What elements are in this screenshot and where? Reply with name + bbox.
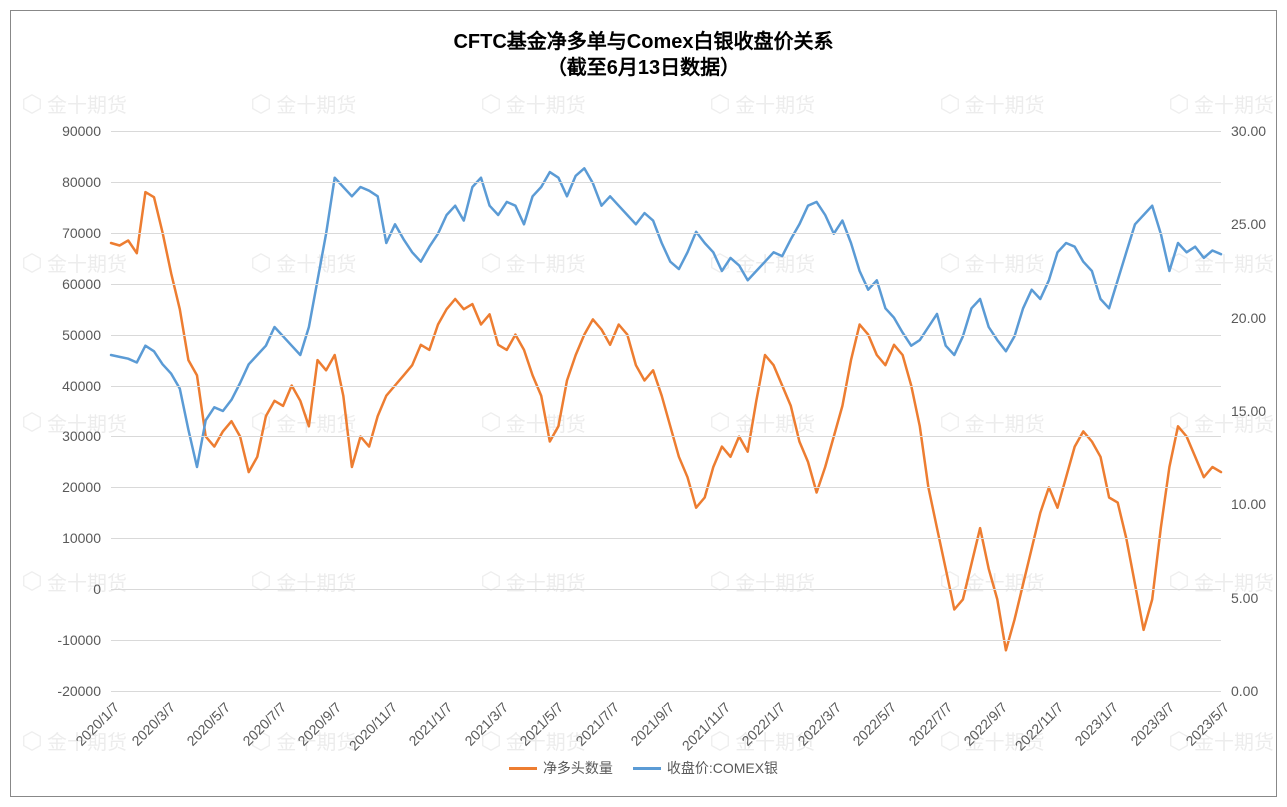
- y-left-tick-label: 10000: [41, 530, 101, 546]
- y-left-tick-label: -10000: [41, 632, 101, 648]
- legend-item-net-long: 净多头数量: [509, 758, 613, 778]
- y-right-tick-label: 15.00: [1231, 403, 1287, 419]
- x-tick-label: 2021/1/7: [405, 699, 455, 749]
- y-right-tick-label: 25.00: [1231, 216, 1287, 232]
- grid-line: [111, 691, 1221, 692]
- grid-line: [111, 335, 1221, 336]
- x-tick-label: 2023/1/7: [1071, 699, 1121, 749]
- grid-line: [111, 284, 1221, 285]
- x-tick-label: 2020/3/7: [128, 699, 178, 749]
- watermark: 金十期货: [21, 89, 127, 118]
- grid-line: [111, 233, 1221, 234]
- plot-area: -20000-100000100002000030000400005000060…: [111, 131, 1221, 691]
- x-tick-label: 2022/11/7: [1011, 699, 1066, 754]
- x-tick-label: 2022/5/7: [849, 699, 899, 749]
- line-series-svg: [111, 131, 1221, 691]
- legend-label-net-long: 净多头数量: [543, 758, 613, 778]
- watermark: 金十期货: [250, 89, 356, 118]
- x-tick-label: 2021/7/7: [572, 699, 622, 749]
- y-left-tick-label: 60000: [41, 276, 101, 292]
- x-tick-label: 2020/7/7: [239, 699, 289, 749]
- watermark: 金十期货: [480, 89, 586, 118]
- watermark: 金十期货: [21, 726, 127, 755]
- grid-line: [111, 589, 1221, 590]
- y-right-tick-label: 10.00: [1231, 496, 1287, 512]
- title-line-1: CFTC基金净多单与Comex白银收盘价关系: [11, 29, 1276, 55]
- x-tick-label: 2021/3/7: [461, 699, 511, 749]
- x-tick-label: 2020/11/7: [345, 699, 400, 754]
- y-left-tick-label: 80000: [41, 174, 101, 190]
- grid-line: [111, 538, 1221, 539]
- x-tick-label: 2020/5/7: [183, 699, 233, 749]
- x-tick-label: 2020/9/7: [294, 699, 344, 749]
- y-right-tick-label: 5.00: [1231, 590, 1287, 606]
- x-tick-label: 2023/3/7: [1127, 699, 1177, 749]
- grid-line: [111, 640, 1221, 641]
- watermark: 金十期货: [1168, 726, 1274, 755]
- x-tick-label: 2021/9/7: [627, 699, 677, 749]
- y-left-tick-label: -20000: [41, 683, 101, 699]
- y-right-tick-label: 30.00: [1231, 123, 1287, 139]
- y-right-tick-label: 0.00: [1231, 683, 1287, 699]
- title-line-2: （截至6月13日数据）: [11, 55, 1276, 81]
- legend: 净多头数量 收盘价:COMEX银: [11, 757, 1276, 779]
- y-right-tick-label: 20.00: [1231, 310, 1287, 326]
- y-left-tick-label: 30000: [41, 428, 101, 444]
- y-left-tick-label: 50000: [41, 327, 101, 343]
- y-left-tick-label: 20000: [41, 479, 101, 495]
- legend-label-close-price: 收盘价:COMEX银: [667, 758, 778, 778]
- x-tick-label: 2022/1/7: [738, 699, 788, 749]
- watermark: 金十期货: [709, 89, 815, 118]
- y-left-tick-label: 40000: [41, 378, 101, 394]
- grid-line: [111, 436, 1221, 437]
- x-tick-label: 2020/1/7: [72, 699, 122, 749]
- x-tick-label: 2022/7/7: [905, 699, 955, 749]
- watermark: 金十期货: [1168, 89, 1274, 118]
- x-tick-label: 2022/9/7: [960, 699, 1010, 749]
- x-tick-label: 2021/5/7: [516, 699, 566, 749]
- x-tick-label: 2023/5/7: [1182, 699, 1232, 749]
- series-close-price: [111, 168, 1221, 467]
- grid-line: [111, 487, 1221, 488]
- legend-swatch-close-price: [633, 767, 661, 770]
- x-tick-label: 2021/11/7: [678, 699, 733, 754]
- y-left-tick-label: 90000: [41, 123, 101, 139]
- chart-title: CFTC基金净多单与Comex白银收盘价关系 （截至6月13日数据）: [11, 29, 1276, 81]
- legend-swatch-net-long: [509, 767, 537, 770]
- chart-frame: CFTC基金净多单与Comex白银收盘价关系 （截至6月13日数据） 金十期货金…: [10, 10, 1277, 797]
- legend-item-close-price: 收盘价:COMEX银: [633, 758, 778, 778]
- y-left-tick-label: 0: [41, 581, 101, 597]
- grid-line: [111, 131, 1221, 132]
- watermark: 金十期货: [939, 89, 1045, 118]
- y-left-tick-label: 70000: [41, 225, 101, 241]
- grid-line: [111, 182, 1221, 183]
- x-tick-label: 2022/3/7: [794, 699, 844, 749]
- grid-line: [111, 386, 1221, 387]
